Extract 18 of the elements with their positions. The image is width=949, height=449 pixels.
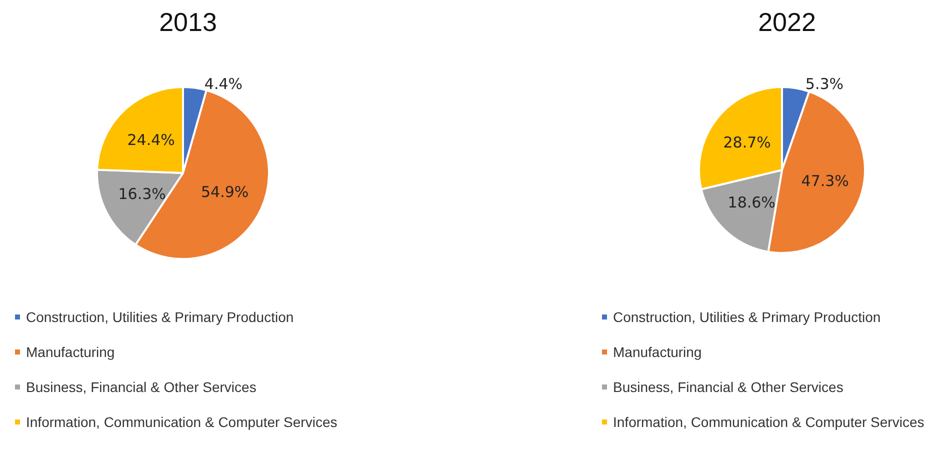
legend-label: Manufacturing (613, 344, 702, 360)
legend-label: Manufacturing (26, 344, 115, 360)
legend-label: Information, Communication & Computer Services (613, 414, 924, 430)
data-label: 24.4% (127, 130, 175, 149)
chart-title: 2022 (758, 7, 816, 37)
legend-label: Information, Communication & Computer Services (26, 414, 338, 430)
legend-label: Construction, Utilities & Primary Production (26, 309, 294, 325)
data-label: 18.6% (728, 194, 776, 212)
chart-title: 2013 (159, 7, 217, 37)
legend-label: Construction, Utilities & Primary Production (613, 309, 881, 325)
data-label: 16.3% (118, 185, 166, 204)
legend-label: Business, Financial & Other Services (26, 379, 256, 395)
data-label: 4.4% (204, 74, 243, 93)
data-label: 47.3% (801, 172, 849, 190)
data-label: 54.9% (200, 183, 249, 202)
data-label: 28.7% (723, 133, 771, 152)
legend-label: Business, Financial & Other Services (613, 379, 844, 395)
data-label: 5.3% (805, 75, 844, 94)
